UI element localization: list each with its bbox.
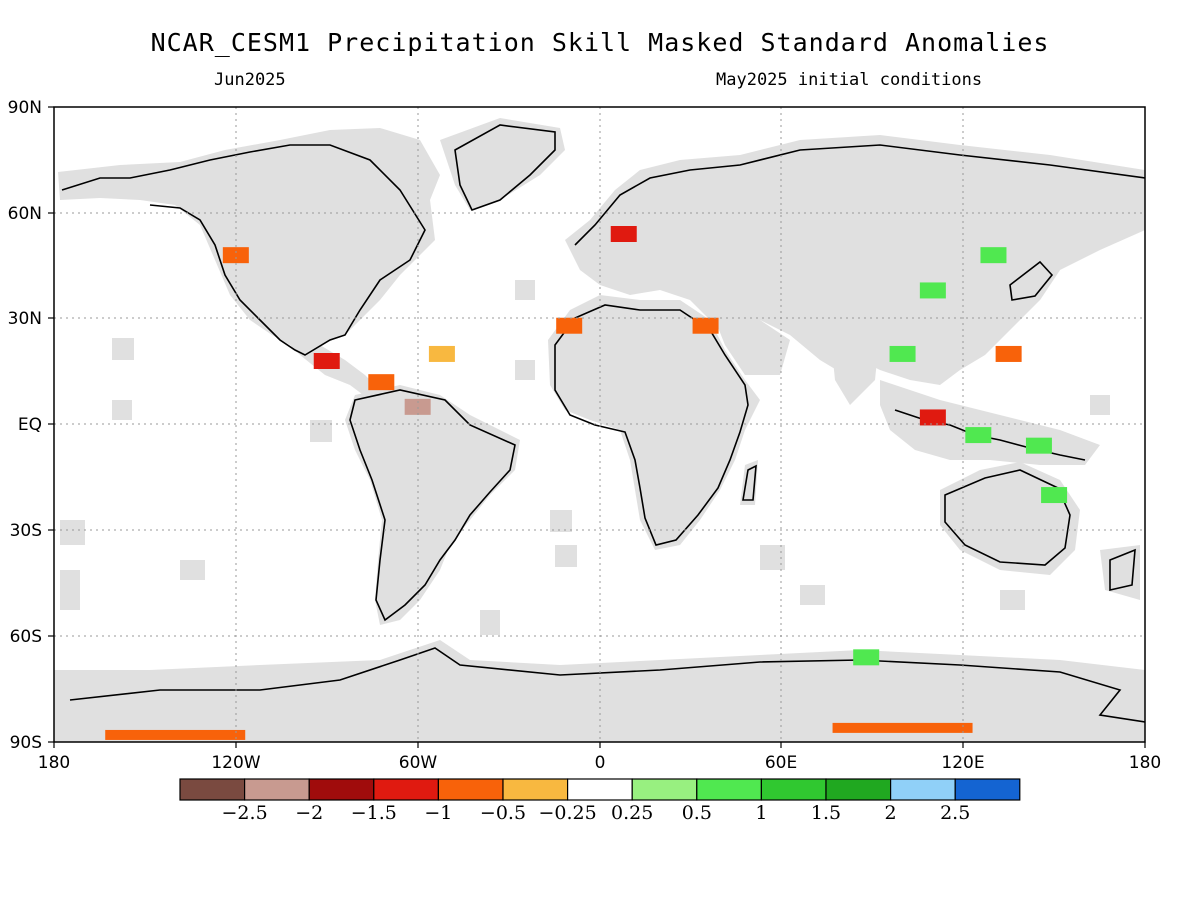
lat-label: 30S	[10, 521, 42, 541]
anomaly-cell	[889, 345, 916, 362]
lat-label: EQ	[18, 415, 42, 435]
anomaly-cell	[610, 226, 637, 242]
anomaly-cell	[222, 247, 249, 264]
colorbar-labels: −2.5 −2 −1.5 −1 −0.5 −0.25 0.25 0.5 1 1.5 2 2.5	[222, 802, 971, 824]
chart-title: NCAR_CESM1 Precipitation Skill Masked St…	[150, 28, 1050, 57]
gridlines	[54, 107, 1145, 742]
colorbar	[179, 778, 1021, 801]
colorbar-swatch	[631, 778, 698, 801]
colorbar-swatch	[437, 778, 504, 801]
axis-ticks	[48, 106, 1146, 748]
colorbar-swatch	[179, 778, 246, 801]
initial-conditions: May2025 initial conditions	[716, 70, 983, 90]
colorbar-swatch	[696, 778, 762, 801]
lon-label: 120E	[941, 753, 984, 773]
colorbar-swatch	[566, 778, 633, 801]
lat-label: 90N	[8, 98, 42, 118]
lon-label: 120W	[211, 753, 260, 773]
colorbar-swatch	[373, 778, 439, 801]
colorbar-swatch	[825, 778, 892, 801]
longitude-labels: 180 120W 60W 0 60E 120E 180	[38, 753, 1161, 773]
colorbar-tick-label: 1	[755, 802, 767, 824]
anomaly-cell	[832, 722, 973, 733]
colorbar-tick-label: 2	[885, 802, 897, 824]
colorbar-tick-label: −2	[295, 802, 323, 824]
latitude-labels: 90N 60N 30N EQ 30S 60S 90S	[8, 98, 42, 753]
lat-label: 30N	[8, 309, 42, 329]
anomaly-cell	[313, 353, 340, 369]
anomaly-cell	[692, 317, 719, 334]
lon-label: 180	[1129, 753, 1161, 773]
colorbar-tick-label: −0.25	[538, 802, 596, 824]
anomaly-cell	[404, 398, 431, 415]
anomaly-cell	[1041, 487, 1068, 504]
anomaly-cell	[1025, 437, 1052, 454]
colorbar-tick-label: −1.5	[351, 802, 397, 824]
lon-label: 60W	[399, 753, 438, 773]
anomaly-cell	[919, 409, 946, 426]
anomaly-cell	[428, 345, 455, 362]
anomaly-cell	[980, 247, 1007, 264]
lat-label: 60S	[10, 627, 42, 647]
anomaly-cell	[853, 649, 880, 666]
lon-label: 0	[595, 753, 606, 773]
anomaly-cell	[965, 427, 992, 444]
colorbar-tick-label: −1	[424, 802, 452, 824]
colorbar-swatch	[244, 778, 310, 801]
forecast-month: Jun2025	[214, 70, 286, 90]
anomaly-cell	[556, 317, 583, 334]
colorbar-swatch	[889, 778, 956, 801]
colorbar-swatch	[308, 778, 375, 801]
colorbar-tick-label: 0.5	[682, 802, 712, 824]
colorbar-swatch	[760, 778, 827, 801]
colorbar-tick-label: 0.25	[611, 802, 653, 824]
precip-anomaly-cells	[105, 226, 1068, 740]
anomaly-cell	[105, 729, 246, 740]
colorbar-tick-label: 2.5	[940, 802, 970, 824]
lon-label: 180	[38, 753, 70, 773]
colorbar-tick-label: 1.5	[811, 802, 841, 824]
colorbar-swatch	[502, 778, 569, 801]
lat-label: 90S	[10, 733, 42, 753]
colorbar-tick-label: −2.5	[222, 802, 268, 824]
anomaly-cell	[919, 282, 946, 299]
lon-label: 60E	[765, 753, 797, 773]
colorbar-tick-label: −0.5	[480, 802, 526, 824]
lat-label: 60N	[8, 204, 42, 224]
anomaly-cell	[995, 345, 1022, 362]
colorbar-swatch	[954, 778, 1021, 801]
anomaly-cell	[368, 374, 395, 391]
